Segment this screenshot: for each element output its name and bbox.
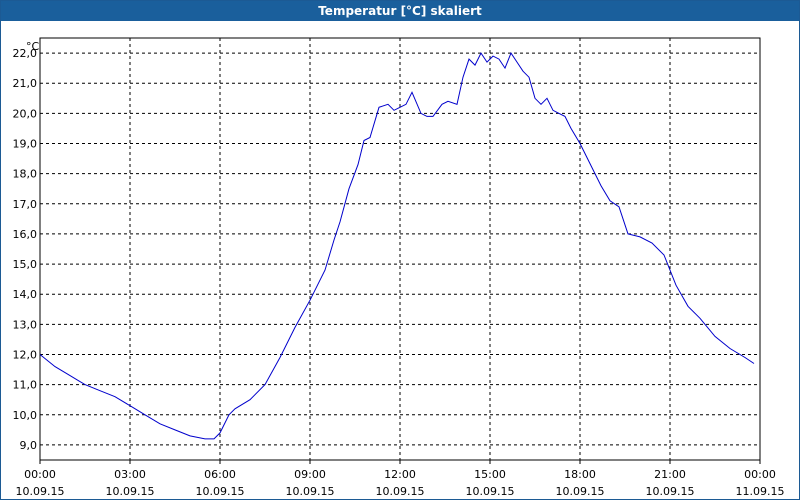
x-tick-time: 06:00	[204, 468, 236, 481]
x-tick-time: 18:00	[564, 468, 596, 481]
temperature-series-line	[39, 52, 755, 440]
y-tick-label: 15,0	[13, 258, 38, 271]
y-tick-label: 22,0	[13, 47, 38, 60]
y-tick-label: 14,0	[13, 288, 38, 301]
x-tick-time: 03:00	[114, 468, 146, 481]
x-axis: 00:00 10.09.15 03:00 10.09.15 06:00 10.09.15 0…	[16, 460, 785, 498]
x-tick-date: 10.09.15	[556, 485, 605, 498]
y-tick-label: 21,0	[13, 77, 38, 90]
x-tick-time: 15:00	[474, 468, 506, 481]
y-axis: 9,0 10,0 11,0 12,0 13,0 14,0 15,0 16,0 17,0 18,0 1…	[13, 47, 38, 452]
window-title: Temperatur [°C] skaliert	[1, 1, 799, 21]
x-tick-date: 10.09.15	[376, 485, 425, 498]
x-tick-date: 10.09.15	[16, 485, 65, 498]
x-tick-time: 21:00	[654, 468, 686, 481]
x-tick-time: 12:00	[384, 468, 416, 481]
y-tick-label: 10,0	[13, 409, 38, 422]
grid	[40, 38, 760, 460]
y-tick-label: 18,0	[13, 168, 38, 181]
y-tick-label: 13,0	[13, 318, 38, 331]
y-tick-label: 19,0	[13, 138, 38, 151]
x-tick-time: 00:00	[744, 468, 776, 481]
y-tick-label: 16,0	[13, 228, 38, 241]
y-tick-label: 20,0	[13, 107, 38, 120]
x-tick-date: 10.09.15	[286, 485, 335, 498]
x-tick-time: 00:00	[24, 468, 56, 481]
x-tick-date: 10.09.15	[646, 485, 695, 498]
y-tick-label: 12,0	[13, 349, 38, 362]
x-tick-time: 09:00	[294, 468, 326, 481]
x-tick-date: 10.09.15	[466, 485, 515, 498]
x-tick-date: 10.09.15	[196, 485, 245, 498]
y-tick-label: 17,0	[13, 198, 38, 211]
y-tick-label: 9,0	[20, 439, 38, 452]
x-tick-date: 11.09.15	[736, 485, 785, 498]
y-axis-unit: °C	[26, 40, 40, 53]
x-tick-date: 10.09.15	[106, 485, 155, 498]
y-tick-label: 11,0	[13, 379, 38, 392]
